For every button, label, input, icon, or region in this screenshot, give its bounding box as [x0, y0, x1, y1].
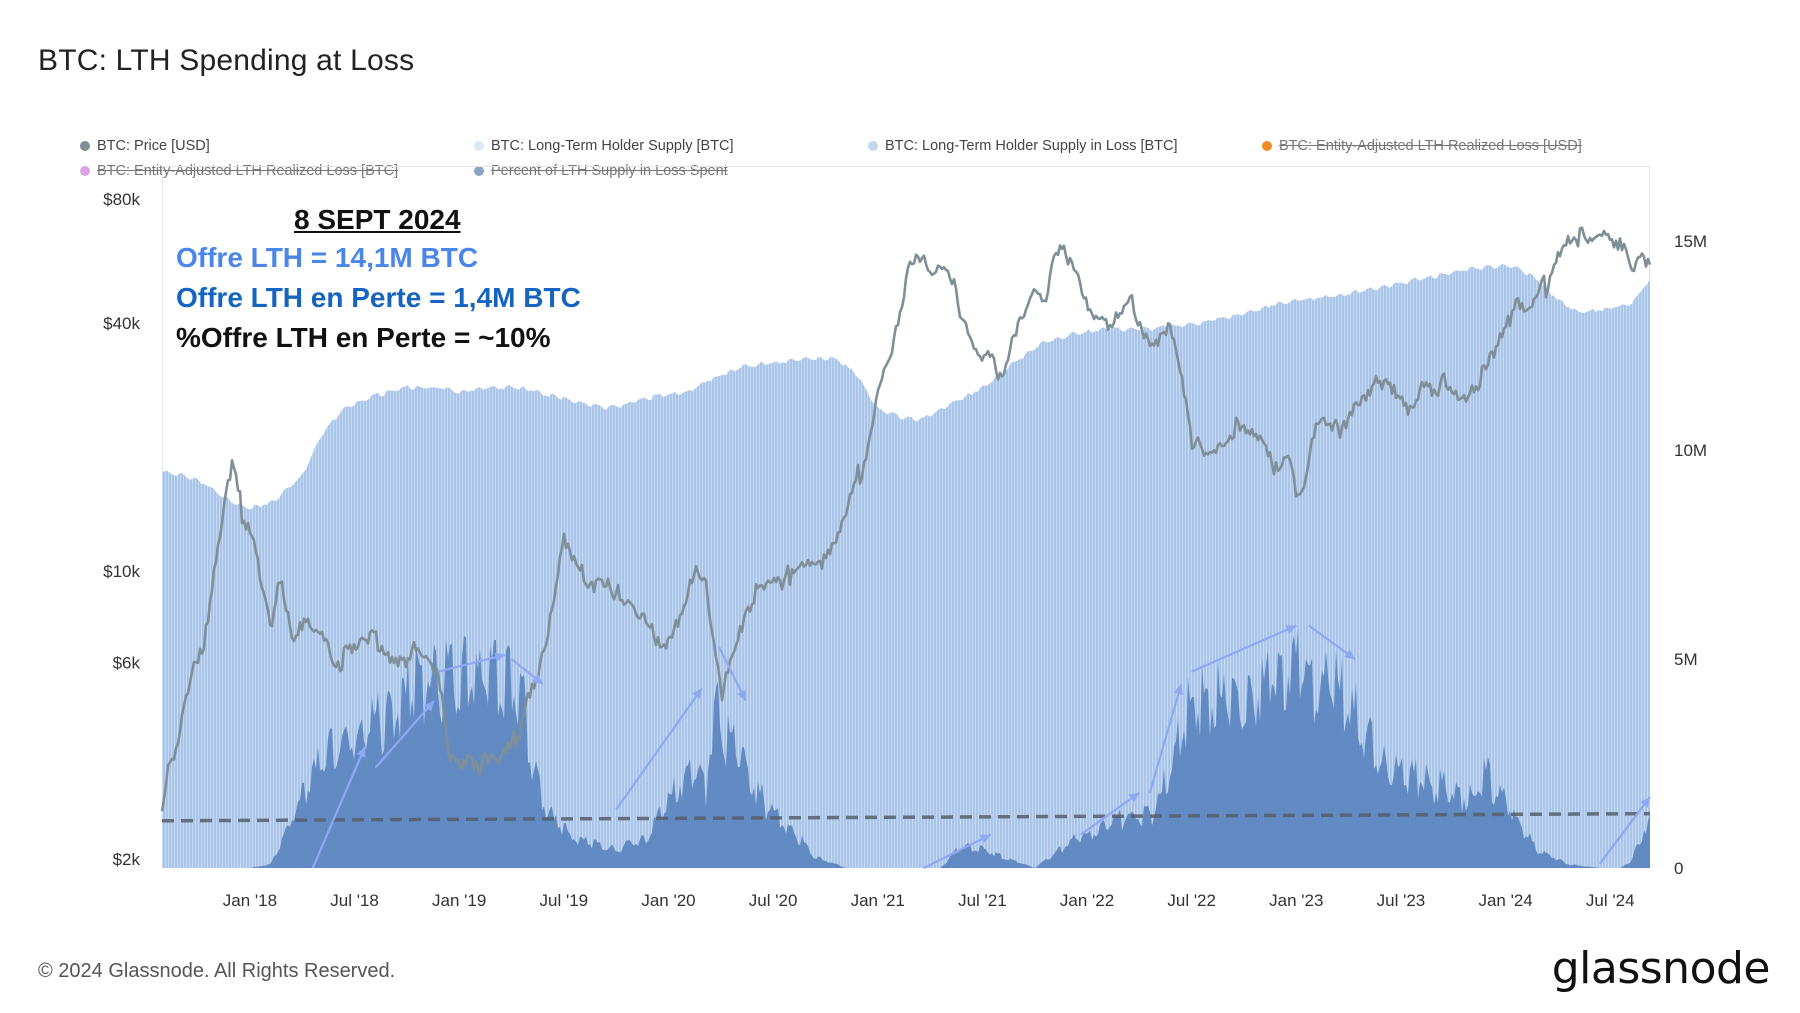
copyright-text: © 2024 Glassnode. All Rights Reserved. — [38, 960, 396, 982]
x-tick-label: Jul '19 — [540, 891, 589, 910]
x-tick-label: Jul '20 — [749, 891, 798, 910]
legend-item-3[interactable]: BTC: Long-Term Holder Supply in Loss [BT… — [868, 138, 1178, 154]
legend-label: BTC: Entity-Adjusted LTH Realized Loss [… — [97, 163, 399, 179]
trend-arrowhead-9 — [1173, 684, 1184, 695]
legend-dot-icon — [1262, 141, 1272, 151]
trend-arrowhead-5 — [692, 688, 702, 700]
x-tick-label: Jan '21 — [851, 891, 905, 910]
glassnode-logo: glassnode — [1551, 943, 1771, 994]
x-tick-label: Jul '21 — [958, 891, 1007, 910]
trend-arrowhead-7 — [979, 834, 991, 844]
annotation-lth-supply-in-loss: Offre LTH en Perte = 1,4M BTC — [176, 282, 581, 313]
y-left-tick-label: $40k — [103, 314, 140, 333]
legend-dot-icon — [474, 141, 484, 151]
legend-label: BTC: Entity-Adjusted LTH Realized Loss [… — [1279, 138, 1582, 154]
legend-label: Percent of LTH Supply in Loss Spent — [491, 163, 728, 179]
legend-item-5[interactable]: BTC: Entity-Adjusted LTH Realized Loss [… — [80, 163, 398, 179]
y-left-tick-label: $10k — [103, 562, 140, 581]
trend-arrow-1 — [311, 746, 367, 869]
x-tick-label: Jan '18 — [223, 891, 277, 910]
y-left-tick-label: $2k — [113, 850, 141, 869]
legend-dot-icon — [80, 141, 90, 151]
y-right-tick-label: 0 — [1674, 859, 1683, 878]
x-tick-label: Jan '23 — [1269, 891, 1323, 910]
legend-label: BTC: Long-Term Holder Supply [BTC] — [491, 138, 734, 154]
annotation-lth-supply: Offre LTH = 14,1M BTC — [176, 242, 479, 273]
trend-arrowhead-6 — [737, 689, 746, 701]
y-right-tick-label: 15M — [1674, 232, 1707, 251]
trend-arrow-6 — [717, 646, 747, 702]
trend-arrow-5 — [615, 687, 703, 811]
y-right-tick-label: 10M — [1674, 441, 1707, 460]
legend-label: BTC: Price [USD] — [97, 138, 210, 154]
trend-arrow-8 — [1080, 791, 1140, 836]
trend-arrowhead-1 — [356, 746, 366, 758]
trend-arrowhead-3 — [494, 652, 506, 662]
trend-arrowhead-12 — [1640, 796, 1650, 808]
x-tick-label: Jan '22 — [1060, 891, 1114, 910]
lth-supply-in-loss-area — [162, 628, 1650, 868]
x-tick-label: Jul '22 — [1167, 891, 1216, 910]
trend-arrowhead-2 — [423, 700, 435, 712]
trend-arrow-3 — [437, 653, 506, 673]
x-tick-label: Jul '23 — [1377, 891, 1426, 910]
legend-label: BTC: Long-Term Holder Supply in Loss [BT… — [885, 138, 1178, 154]
trend-arrowhead-4 — [532, 674, 543, 685]
y-left-tick-label: $80k — [103, 190, 140, 209]
legend-dot-icon — [80, 166, 90, 176]
legend-item-2[interactable]: BTC: Long-Term Holder Supply [BTC] — [474, 138, 734, 154]
legend-item-4[interactable]: BTC: Entity-Adjusted LTH Realized Loss [… — [1262, 138, 1582, 154]
dashed-reference-line — [161, 811, 1651, 823]
x-tick-label: Jan '24 — [1478, 891, 1532, 910]
trend-arrows — [311, 624, 1651, 869]
x-tick-label: Jan '19 — [432, 891, 486, 910]
legend-item-6[interactable]: Percent of LTH Supply in Loss Spent — [474, 163, 728, 179]
y-left-tick-label: $6k — [113, 653, 141, 672]
legend-item-1[interactable]: BTC: Price [USD] — [80, 138, 210, 154]
x-tick-label: Jul '24 — [1586, 891, 1635, 910]
legend-dot-icon — [474, 166, 484, 176]
trend-arrowhead-11 — [1344, 649, 1355, 660]
trend-arrow-9 — [1148, 683, 1183, 794]
trend-arrowhead-10 — [1285, 625, 1297, 635]
trend-arrowhead-8 — [1128, 792, 1140, 803]
annotation-date: 8 SEPT 2024 — [294, 204, 461, 235]
btc-price-line — [160, 226, 1652, 812]
chart-title: BTC: LTH Spending at Loss — [38, 44, 415, 77]
y-right-tick-label: 5M — [1674, 650, 1698, 669]
x-tick-label: Jan '20 — [641, 891, 695, 910]
trend-arrow-2 — [374, 700, 435, 769]
trend-arrow-7 — [923, 833, 992, 869]
annotation-percent-in-loss: %Offre LTH en Perte = ~10% — [176, 322, 551, 353]
trend-arrow-10 — [1191, 624, 1297, 673]
x-tick-label: Jul '18 — [330, 891, 379, 910]
legend-dot-icon — [868, 141, 878, 151]
trend-arrow-12 — [1598, 796, 1651, 865]
